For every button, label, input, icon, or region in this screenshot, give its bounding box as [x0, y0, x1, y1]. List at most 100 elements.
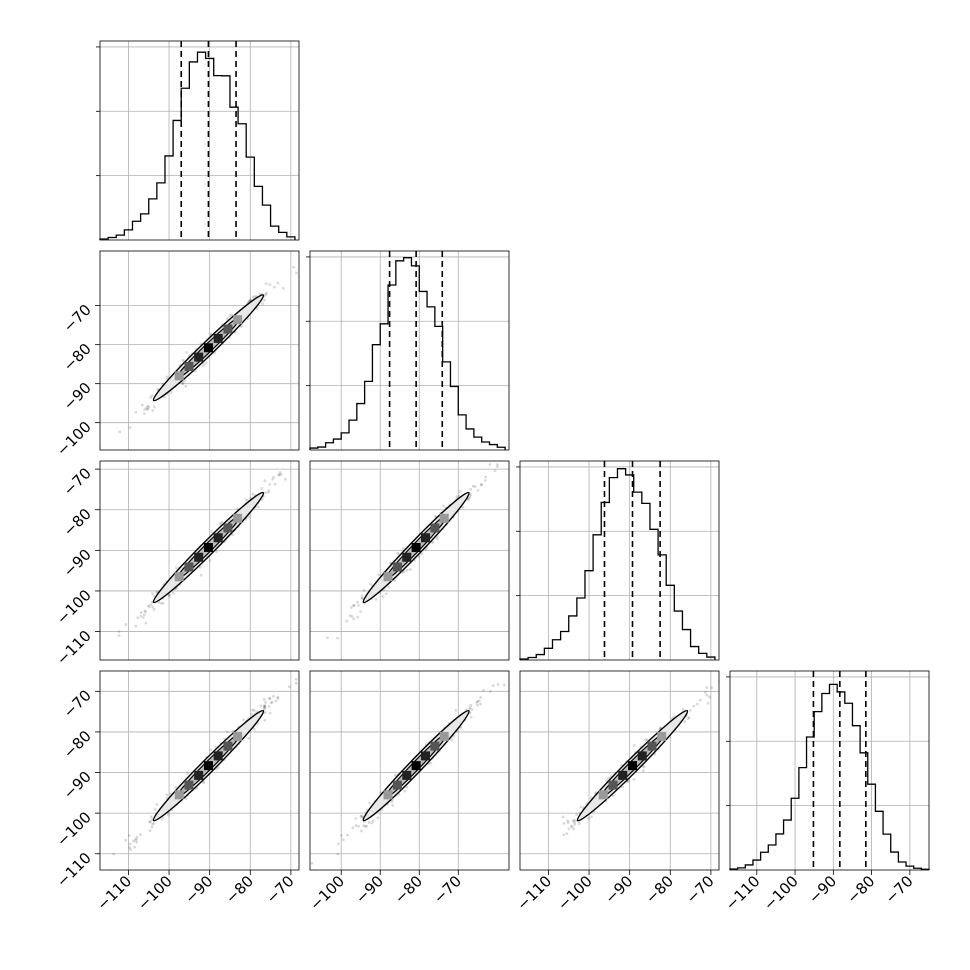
sample-point — [148, 829, 152, 833]
panel-content — [117, 471, 287, 638]
sample-point — [155, 803, 159, 806]
sample-point — [441, 504, 445, 508]
sample-point — [571, 819, 575, 823]
density-block — [203, 343, 213, 353]
sample-point — [357, 824, 360, 828]
sample-point — [144, 610, 148, 614]
sample-point — [168, 593, 171, 597]
y-axis-3: −110−100 −90 −80 −70 — [53, 686, 100, 891]
sample-point — [384, 592, 388, 596]
sample-point — [360, 596, 364, 600]
sample-point — [645, 738, 649, 742]
axes-frame — [99, 670, 300, 871]
sample-point — [144, 621, 148, 625]
density-block — [420, 751, 430, 761]
sample-point — [131, 839, 135, 843]
sample-point — [261, 302, 264, 306]
sample-point — [467, 707, 471, 711]
density-block — [213, 533, 223, 543]
density-block — [223, 324, 233, 334]
sample-point — [455, 495, 459, 499]
sample-point — [632, 777, 636, 781]
sample-point — [220, 520, 224, 524]
x-tick-label: −80 — [391, 872, 426, 907]
sample-point — [144, 406, 148, 410]
sample-point — [268, 283, 272, 287]
sample-point — [403, 789, 407, 793]
sample-point — [152, 821, 156, 825]
panel-content — [310, 683, 506, 865]
sample-point — [133, 838, 137, 842]
sample-point — [151, 409, 155, 412]
scatter-panel-2-1 — [309, 460, 510, 661]
sample-point — [470, 708, 474, 712]
x-tick-label: −80 — [642, 872, 677, 907]
x-axis-0: −110−100 −90 −80 −70 — [93, 870, 298, 914]
sample-point — [360, 829, 363, 833]
axes-frame — [99, 460, 300, 661]
sample-point — [184, 384, 188, 388]
density-core — [598, 731, 667, 800]
sample-point — [169, 391, 173, 394]
sample-point — [371, 819, 375, 823]
sample-point — [420, 552, 424, 556]
sample-point — [128, 842, 132, 846]
sample-point — [262, 298, 266, 302]
sample-point — [149, 603, 153, 607]
density-block — [383, 572, 393, 582]
sample-point — [134, 410, 138, 414]
density-block — [184, 780, 194, 790]
sample-point — [271, 477, 275, 481]
sample-point — [402, 569, 406, 573]
x-axis-1: −100 −90 −80 −70 — [306, 870, 465, 914]
sample-point — [151, 822, 154, 826]
sample-point — [143, 408, 146, 411]
sample-point — [154, 808, 157, 811]
scatter-panel-1-0 — [99, 250, 300, 451]
sample-point — [124, 623, 128, 626]
density-block — [608, 780, 618, 790]
sample-point — [579, 805, 583, 809]
sample-point — [247, 736, 251, 740]
sample-point — [575, 813, 578, 816]
x-tick-label: −100 — [306, 872, 348, 914]
sample-point — [151, 605, 155, 609]
sample-point — [468, 495, 472, 499]
sample-point — [251, 295, 255, 299]
density-block — [411, 543, 421, 553]
sample-point — [283, 477, 287, 481]
sample-point — [573, 818, 576, 822]
sample-point — [644, 738, 648, 742]
y-tick-label: −90 — [60, 379, 95, 414]
sample-point — [417, 555, 421, 558]
y-tick-label: −80 — [60, 727, 95, 762]
sample-point — [181, 381, 185, 385]
density-block — [392, 780, 402, 790]
sample-point — [264, 491, 267, 495]
x-tick-label: −90 — [601, 872, 636, 907]
density-block — [430, 523, 440, 533]
density-block — [174, 572, 184, 582]
panel-content — [561, 679, 719, 837]
sample-point — [142, 613, 146, 617]
sample-point — [249, 298, 252, 302]
sample-point — [310, 861, 314, 865]
sample-point — [469, 715, 473, 719]
density-core — [174, 731, 243, 800]
sample-point — [215, 550, 219, 554]
sample-point — [565, 832, 569, 836]
sample-point — [479, 702, 482, 706]
sample-point — [566, 819, 570, 823]
histogram-step — [729, 683, 930, 870]
sample-point — [149, 396, 153, 399]
sample-point — [698, 698, 702, 702]
sample-point — [181, 358, 185, 362]
sample-point — [216, 766, 220, 770]
histogram-panel-0 — [96, 40, 300, 241]
sample-point — [567, 827, 571, 831]
density-block — [420, 533, 430, 543]
sample-point — [360, 814, 363, 818]
sample-point — [377, 573, 381, 577]
scatter-panel-3-0 — [99, 670, 300, 871]
sample-point — [493, 469, 497, 473]
